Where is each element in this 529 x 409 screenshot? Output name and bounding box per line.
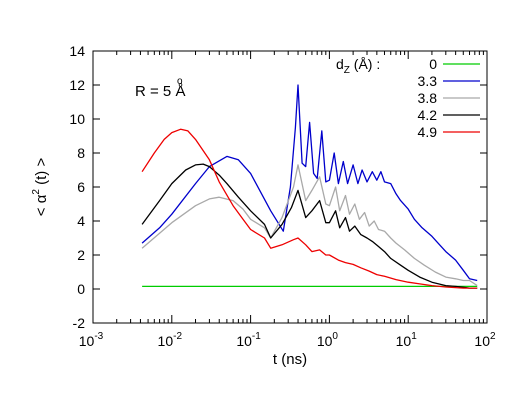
y-tick-label: 0	[77, 281, 85, 297]
y-tick-label: 6	[77, 179, 85, 195]
annotation-unit: Å	[175, 83, 185, 100]
series-line-4-9	[141, 128, 478, 289]
y-tick-label: -2	[73, 315, 86, 331]
series-line-3-3	[141, 84, 478, 282]
legend-label-3-8: 3.8	[418, 90, 438, 106]
legend-label-3-3: 3.3	[418, 73, 438, 89]
y-axis-title-pre: <	[33, 203, 50, 216]
y-tick-label: 14	[69, 43, 85, 59]
series-line-3-8	[141, 164, 478, 287]
y-axis-title: < α2 (t) >	[31, 158, 50, 217]
legend-title-post: (Å) :	[350, 56, 380, 72]
legend-label-4-9: 4.9	[418, 124, 438, 140]
x-tick-label: 101	[396, 331, 418, 349]
y-tick-label: 8	[77, 145, 85, 161]
y-tick-label: 12	[69, 77, 85, 93]
annotation-radius: R = 5 Å	[135, 83, 185, 100]
x-tick-label: 10-2	[158, 331, 183, 349]
legend-title-sub: Z	[344, 65, 350, 76]
legend-title: dZ (Å) :	[336, 56, 380, 76]
y-tick-label: 4	[77, 213, 85, 229]
y-axis-title-post: (t) >	[33, 158, 50, 189]
y-tick-label: 10	[69, 111, 85, 127]
annotation-ring: o	[177, 76, 183, 87]
axis-ticks: -2 0 2 4 6 8 10 12 14 10-3 10-2 10-1 100 101 102	[69, 43, 496, 349]
x-axis-title: t (ns)	[273, 351, 307, 368]
annotation-text: R = 5	[135, 83, 175, 100]
legend-label-0: 0	[429, 56, 437, 72]
y-axis-title-sup: 2	[31, 189, 42, 195]
x-tick-label: 10-1	[236, 331, 261, 349]
legend: dZ (Å) : 03.33.84.24.9	[336, 56, 480, 140]
series-line-4-2	[141, 163, 478, 289]
series-layer	[141, 84, 478, 289]
x-tick-label: 102	[474, 331, 496, 349]
y-tick-label: 2	[77, 247, 85, 263]
legend-label-4-2: 4.2	[418, 107, 438, 123]
x-tick-label: 100	[317, 331, 339, 349]
y-axis-title-greek: α	[33, 194, 50, 203]
x-tick-label: 10-3	[79, 331, 104, 349]
legend-title-pre: d	[336, 56, 344, 72]
